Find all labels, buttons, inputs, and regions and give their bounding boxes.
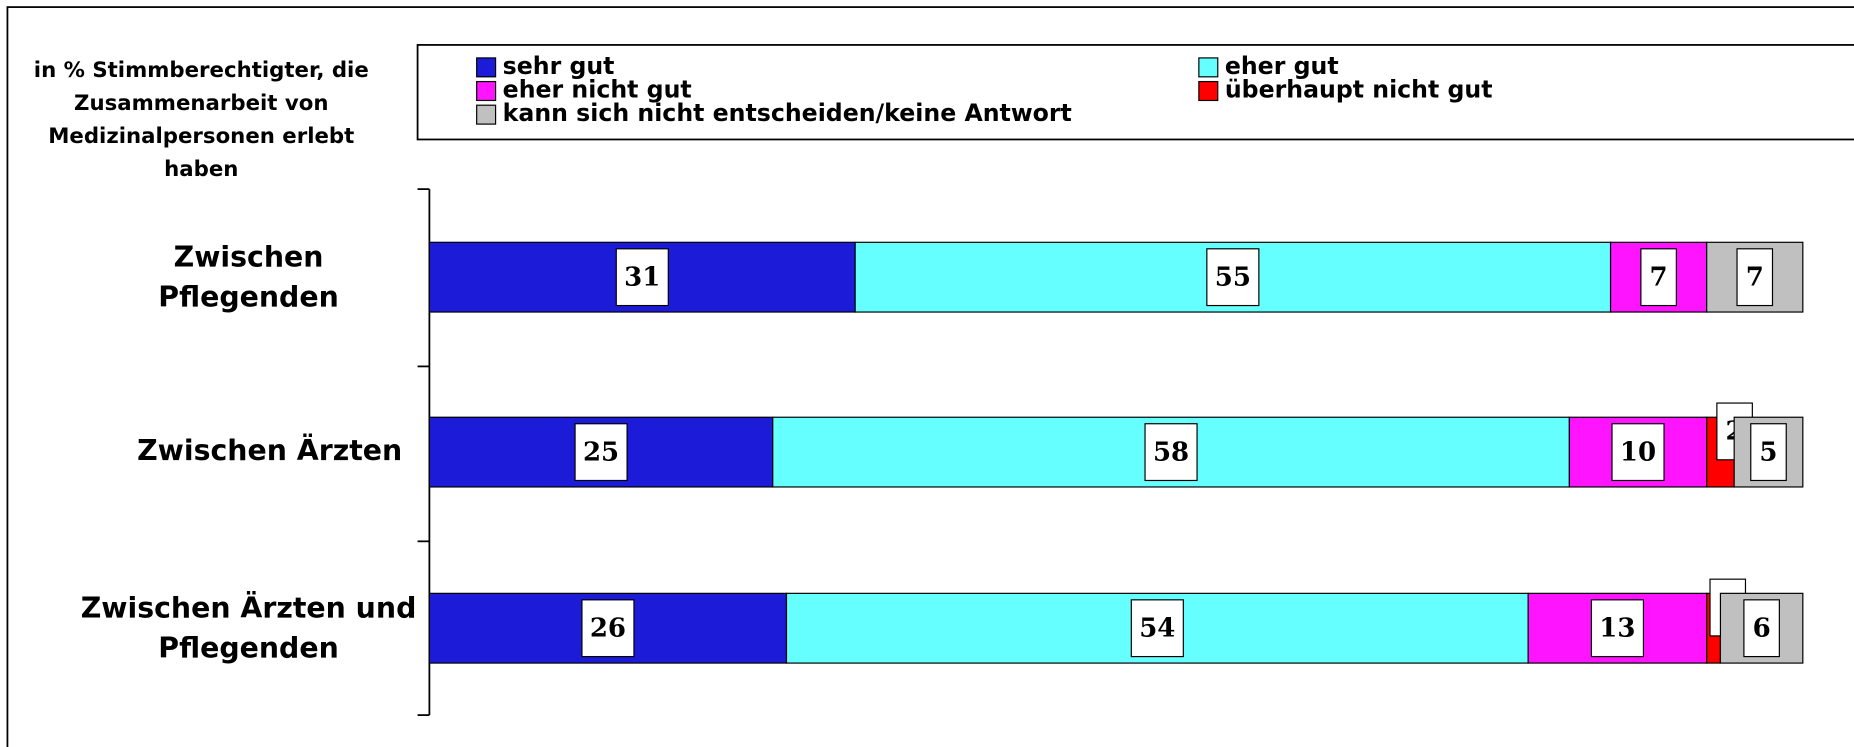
data-label: 25: [583, 437, 619, 467]
axis-title: Medizinalpersonen erlebt: [48, 124, 354, 149]
legend-label: sehr gut: [503, 52, 615, 80]
legend-label: eher gut: [1225, 52, 1339, 80]
data-label: 55: [1215, 262, 1251, 292]
legend-label: eher nicht gut: [503, 76, 692, 104]
legend-label: überhaupt nicht gut: [1225, 76, 1493, 104]
data-label: 26: [590, 613, 626, 643]
category-label-line: Pflegenden: [158, 631, 339, 664]
legend-swatch: [1198, 80, 1219, 102]
data-label-box: [1590, 599, 1645, 658]
data-label-box: [581, 599, 635, 658]
data-label: 6: [1753, 613, 1771, 643]
data-label: 58: [1153, 437, 1189, 467]
legend-swatch: [476, 57, 497, 78]
data-label-box: [1611, 423, 1665, 482]
legend-swatch: [1198, 57, 1219, 78]
data-label-box: [1736, 248, 1774, 307]
category-label: Zwischen Ärzten und Pflegenden: [81, 590, 417, 664]
axis-title: Zusammenarbeit von: [74, 91, 328, 116]
data-label-box: [1206, 248, 1260, 307]
data-label: 13: [1599, 613, 1635, 643]
frame: [6, 6, 1854, 747]
legend-swatch: [476, 80, 497, 102]
data-label: 7: [1650, 262, 1668, 292]
data-label: 31: [624, 262, 660, 292]
data-label-box: [1144, 423, 1198, 482]
category-label: Zwischen Pflegenden: [158, 240, 339, 313]
legend-label: kann sich nicht entscheiden/keine Antwor…: [503, 99, 1072, 127]
data-label-box: [1130, 599, 1184, 658]
data-label: 54: [1139, 613, 1175, 643]
legend-box: [416, 44, 1854, 141]
category-label-line: Zwischen Ärzten und: [81, 590, 417, 624]
data-label: 10: [1620, 437, 1656, 467]
category-label-line: Pflegenden: [158, 280, 339, 313]
axis-title: haben: [164, 157, 238, 182]
data-label-box: [1750, 423, 1787, 482]
data-label-box: [615, 248, 669, 307]
data-label-box: [1640, 248, 1677, 307]
data-label-box: [1743, 599, 1780, 658]
category-label-line: Zwischen: [174, 240, 324, 273]
data-label-box: [574, 423, 628, 482]
category-label: Zwischen Ärzten: [137, 433, 402, 467]
axis-title: in % Stimmberechtigter, die: [34, 58, 369, 83]
legend-swatch: [476, 104, 497, 125]
data-label: 7: [1746, 262, 1764, 292]
data-label: 5: [1759, 437, 1777, 467]
